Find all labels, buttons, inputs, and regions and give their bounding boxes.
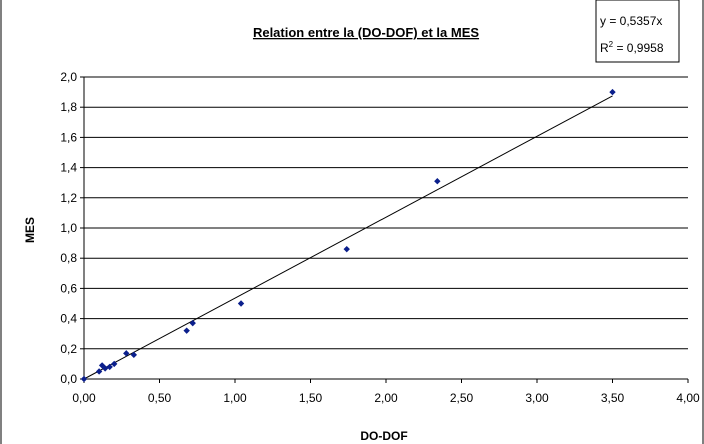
y-tick-label: 1,6 xyxy=(60,130,77,144)
y-tick-label: 1,0 xyxy=(60,221,77,235)
data-point xyxy=(183,327,190,334)
x-tick-label: 3,00 xyxy=(525,391,549,405)
data-point xyxy=(111,360,118,368)
equation-box-frame xyxy=(595,0,680,63)
y-tick-label: 0,8 xyxy=(60,251,77,265)
x-tick-label: 2,00 xyxy=(374,391,398,405)
r-squared-symbol: R xyxy=(600,41,609,55)
x-tick-label: 3,50 xyxy=(601,391,625,405)
data-points xyxy=(80,88,616,383)
y-tick-label: 1,2 xyxy=(60,191,77,205)
y-axis-label: MES xyxy=(23,217,37,243)
x-tick-label: 4,00 xyxy=(676,391,700,405)
data-point xyxy=(434,177,441,185)
data-point xyxy=(80,375,88,383)
r-squared-label: R2 = 0,9958 xyxy=(600,40,664,55)
y-tick-label: 0,0 xyxy=(60,372,77,386)
y-tick-label: 2,0 xyxy=(60,70,77,84)
data-point xyxy=(130,351,138,359)
x-axis-label: DO-DOF xyxy=(360,429,407,443)
gridlines xyxy=(84,76,688,350)
data-point xyxy=(95,368,103,375)
x-tick-label: 2,50 xyxy=(450,391,474,405)
data-point xyxy=(343,245,350,253)
y-tick-label: 0,6 xyxy=(60,281,77,295)
x-tick-label: 0,00 xyxy=(72,391,96,405)
x-tick-labels: 0,00 0,50 1,00 1,50 2,00 2,50 3,00 3,50 4,00 xyxy=(72,379,700,405)
data-point xyxy=(609,88,616,96)
equation-box: y = 0,5357x R2 = 0,9958 xyxy=(595,0,680,63)
y-tick-label: 0,4 xyxy=(60,312,77,326)
x-tick-label: 1,50 xyxy=(299,391,323,405)
y-tick-labels: 0,0 0,2 0,4 0,6 0,8 1,0 1,2 1,4 1,6 1,8 2,0 xyxy=(60,70,84,386)
trendline-equation: y = 0,5357x xyxy=(600,14,662,28)
x-tick-label: 0,50 xyxy=(148,391,172,405)
r-squared-value: = 0,9958 xyxy=(613,41,664,55)
x-tick-label: 1,00 xyxy=(223,391,247,405)
data-point xyxy=(123,350,130,357)
r-squared-exponent: 2 xyxy=(609,40,614,49)
y-tick-label: 1,8 xyxy=(60,100,77,114)
trendline xyxy=(83,95,613,380)
chart-title: Relation entre la (DO-DOF) et la MES xyxy=(253,25,479,40)
y-tick-label: 0,2 xyxy=(60,342,77,356)
data-point xyxy=(106,363,113,371)
y-tick-label: 1,4 xyxy=(60,161,77,175)
data-point xyxy=(189,319,196,327)
trendline-group xyxy=(83,95,613,380)
data-point xyxy=(237,300,245,307)
